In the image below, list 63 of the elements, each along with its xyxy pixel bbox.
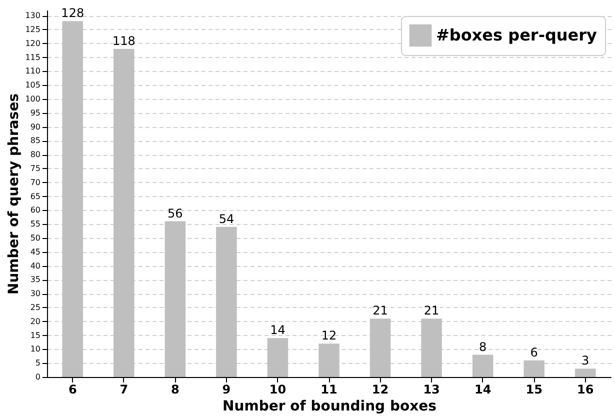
y-tick-label: 75 <box>30 164 40 173</box>
bar <box>318 344 340 377</box>
y-tick-label: 10 <box>30 344 40 354</box>
y-tick-label: 95 <box>30 108 40 118</box>
bar <box>472 354 494 377</box>
x-tick-label: 16 <box>577 382 594 396</box>
x-tick-label: 13 <box>423 382 440 396</box>
y-tick-label: 90 <box>30 122 40 132</box>
bar <box>524 360 544 377</box>
y-tick-label: 85 <box>30 136 40 146</box>
y-axis-title: Number of query phrases <box>6 93 22 295</box>
x-tick-label: 6 <box>68 382 77 396</box>
y-tick-label: 25 <box>30 302 40 312</box>
data-label: 8 <box>479 340 487 354</box>
data-label: 12 <box>321 328 337 343</box>
x-tick-label: 15 <box>526 382 542 396</box>
x-tick-label: 12 <box>372 382 389 396</box>
bar <box>216 226 237 377</box>
y-tick-label: 70 <box>30 178 40 187</box>
x-tick-label: 9 <box>222 382 231 396</box>
y-tick-label: 115 <box>25 52 40 62</box>
x-tick-label: 10 <box>269 382 286 396</box>
bar <box>267 338 288 377</box>
x-tick-label: 11 <box>320 382 338 396</box>
y-tick-label: 65 <box>30 192 40 201</box>
y-tick-label: 55 <box>30 220 40 229</box>
y-tick-label: 20 <box>30 316 40 326</box>
y-tick-label: 105 <box>25 80 40 90</box>
y-tick-label: 40 <box>30 261 40 270</box>
y-tick-label: 80 <box>30 150 40 160</box>
data-label: 118 <box>112 34 136 48</box>
y-tick-label: 30 <box>30 289 40 298</box>
bar <box>114 48 134 377</box>
data-label: 21 <box>424 304 440 318</box>
legend-label: #boxes per-query <box>436 26 598 44</box>
y-tick-label: 100 <box>25 94 40 104</box>
y-tick-label: 45 <box>30 247 40 256</box>
y-tick-label: 50 <box>30 233 40 242</box>
y-tick-label: 0 <box>35 372 40 382</box>
y-tick-label: 120 <box>25 38 40 48</box>
y-tick-label: 35 <box>30 275 40 284</box>
data-label: 54 <box>218 212 234 226</box>
bar <box>421 318 442 377</box>
y-tick-label: 130 <box>25 11 40 20</box>
data-label: 14 <box>270 323 286 338</box>
data-label: 128 <box>61 6 84 20</box>
x-tick-label: 7 <box>120 382 128 396</box>
data-label: 56 <box>168 206 183 220</box>
data-label: 6 <box>530 345 538 360</box>
bar <box>370 318 391 377</box>
data-label: 21 <box>372 304 388 318</box>
y-tick-label: 110 <box>25 66 40 76</box>
bar <box>164 221 186 377</box>
bar <box>574 368 596 377</box>
y-tick-label: 60 <box>30 206 40 215</box>
x-tick-label: 14 <box>474 382 492 396</box>
x-tick-label: 8 <box>171 382 180 396</box>
y-tick-label: 15 <box>30 330 40 340</box>
data-label: 3 <box>582 354 590 368</box>
y-tick-label: 5 <box>35 358 40 368</box>
y-tick-label: 125 <box>25 24 40 34</box>
x-axis-title: Number of bounding boxes <box>222 398 436 414</box>
bar <box>62 21 84 377</box>
